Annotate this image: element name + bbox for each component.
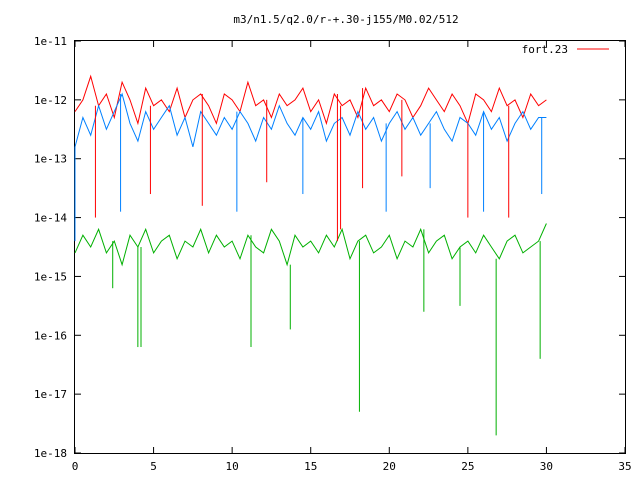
- x-tick-label: 0: [72, 460, 79, 473]
- x-tick-label: 10: [226, 460, 239, 473]
- y-axis: 1e-11 1e-12 1e-13 1e-14 1e-15 1e-16 1e-17 1e-18: [34, 35, 625, 460]
- chart-title: m3/n1.5/q2.0/r-+.30-j155/M0.02/512: [233, 13, 458, 26]
- y-tick-label: 1e-12: [34, 94, 67, 107]
- x-tick-label: 15: [304, 460, 317, 473]
- legend: fort.23: [522, 43, 609, 56]
- x-axis: 0 5 10 15 20 25 30 35: [72, 41, 632, 473]
- legend-label: fort.23: [522, 43, 568, 56]
- x-tick-label: 35: [618, 460, 631, 473]
- series-layer: [74, 74, 547, 436]
- x-tick-label: 20: [383, 460, 396, 473]
- y-tick-label: 1e-15: [34, 270, 67, 283]
- y-tick-label: 1e-17: [34, 388, 67, 401]
- x-tick-label: 5: [150, 460, 157, 473]
- series-line-1: [74, 92, 547, 148]
- x-tick-label: 25: [461, 460, 474, 473]
- y-tick-label: 1e-14: [34, 212, 67, 225]
- y-tick-label: 1e-13: [34, 153, 67, 166]
- y-tick-label: 1e-16: [34, 329, 67, 342]
- y-tick-label: 1e-11: [34, 35, 67, 48]
- series-line-2: [74, 223, 547, 267]
- plot-frame: [74, 40, 626, 454]
- series-line-0: [74, 74, 547, 126]
- x-tick-label: 30: [540, 460, 553, 473]
- y-tick-label: 1e-18: [34, 447, 67, 460]
